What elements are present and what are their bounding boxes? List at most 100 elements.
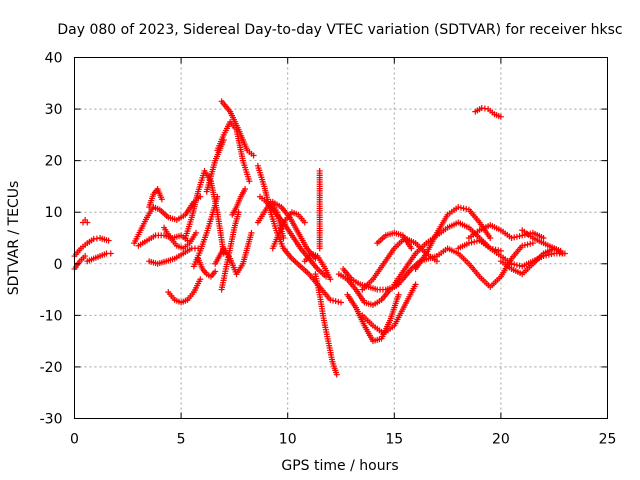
data-point	[235, 209, 242, 216]
series-arc35	[412, 204, 494, 272]
x-tick-label: 10	[279, 432, 297, 448]
series-arc8	[146, 245, 202, 267]
data-point	[332, 298, 339, 305]
data-point	[84, 219, 91, 226]
series-arc33	[374, 229, 415, 252]
data-point	[463, 205, 470, 212]
series-arc1	[71, 235, 112, 260]
data-point	[333, 371, 340, 378]
data-points	[71, 98, 568, 378]
y-tick-label: -20	[40, 360, 63, 376]
data-point	[107, 250, 114, 257]
grid-lines	[74, 57, 608, 419]
data-point	[519, 242, 526, 249]
data-point	[408, 245, 415, 252]
data-point	[524, 241, 531, 248]
data-point	[412, 281, 419, 288]
series-arc11	[182, 167, 227, 257]
data-point	[158, 196, 165, 203]
x-axis-label: GPS time / hours	[281, 458, 398, 474]
series-arc19	[218, 209, 242, 293]
data-point	[508, 235, 515, 241]
data-point	[513, 262, 520, 269]
data-point	[197, 193, 204, 200]
series-arc41	[472, 105, 504, 120]
data-point	[335, 298, 342, 305]
series-arc10	[161, 224, 200, 252]
data-point	[248, 229, 255, 236]
data-point	[473, 238, 480, 245]
data-point	[197, 276, 204, 283]
data-point	[280, 235, 287, 241]
data-point	[212, 268, 219, 275]
data-point	[468, 239, 475, 246]
y-tick-label: -10	[40, 308, 63, 324]
data-point	[105, 237, 112, 244]
data-point	[433, 258, 440, 265]
y-tick-label: 20	[45, 154, 63, 170]
data-point	[521, 242, 528, 249]
y-tick-label: 30	[45, 102, 63, 118]
series-arc28	[335, 271, 402, 309]
data-point	[545, 251, 552, 258]
data-point	[330, 297, 337, 304]
series-arc4	[84, 250, 114, 265]
y-axis-label: SDTVAR / TECUs	[6, 181, 22, 296]
y-tick-label: -30	[40, 412, 63, 428]
x-tick-label: 5	[177, 432, 186, 448]
tick-labels: 0 5 10 15 20 25 -30 -20 -10 0 10 20 30 40	[40, 51, 617, 448]
data-point	[193, 229, 200, 236]
data-point	[250, 152, 257, 159]
series-arc27	[301, 250, 334, 283]
data-point	[246, 178, 253, 185]
series-arc16	[212, 229, 255, 278]
data-point	[316, 245, 323, 252]
series-arc23	[269, 198, 319, 262]
data-point	[527, 240, 534, 247]
series-arc36	[433, 240, 536, 290]
data-point	[497, 113, 504, 120]
x-tick-label: 15	[385, 432, 403, 448]
data-point	[214, 193, 221, 200]
series-arc9	[165, 276, 204, 306]
data-point	[540, 235, 547, 241]
series-arc24	[269, 209, 308, 252]
data-point	[301, 219, 308, 226]
data-point	[516, 233, 523, 240]
y-tick-label: 0	[54, 257, 63, 273]
data-point	[327, 276, 334, 283]
y-tick-label: 40	[45, 51, 63, 67]
data-point	[455, 204, 462, 211]
data-point	[82, 253, 89, 260]
series-arc40	[519, 227, 564, 254]
series-arc6	[135, 232, 191, 249]
data-point	[513, 233, 520, 240]
series-arc12	[195, 255, 219, 280]
plot-frame	[74, 57, 608, 419]
data-point	[471, 238, 478, 245]
data-point	[487, 235, 494, 241]
series-arc18	[229, 186, 249, 218]
chart-title: Day 080 of 2023, Sidereal Day-to-day VTE…	[57, 22, 622, 38]
series-arc25	[316, 167, 323, 252]
series-arc5	[131, 193, 204, 247]
series-arc17	[218, 98, 257, 159]
data-point	[519, 232, 526, 239]
x-tick-label: 25	[599, 432, 617, 448]
data-point	[457, 204, 464, 211]
axis-ticks	[74, 57, 608, 419]
data-point	[557, 247, 564, 254]
series-arc26	[312, 271, 340, 378]
data-point	[511, 261, 518, 268]
series-arc30	[344, 291, 402, 345]
series-arc7	[146, 186, 165, 211]
data-point	[338, 299, 344, 306]
y-tick-label: 10	[45, 205, 63, 221]
series-arc3	[80, 216, 91, 226]
data-point	[242, 186, 249, 193]
data-point	[395, 291, 402, 298]
series-arc31	[359, 281, 419, 337]
data-point	[529, 240, 536, 247]
data-point	[524, 231, 531, 238]
